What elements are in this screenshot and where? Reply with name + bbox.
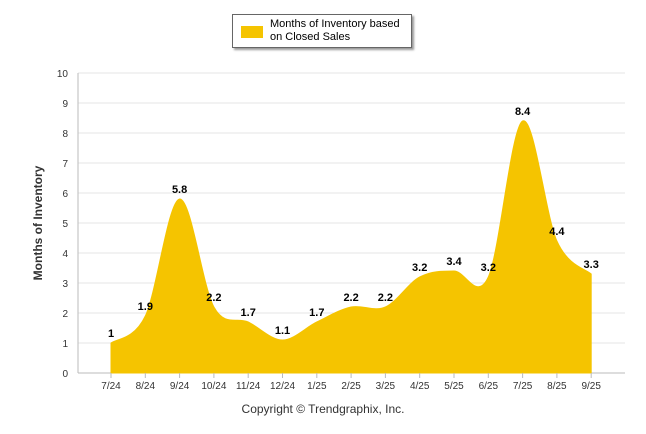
- data-label: 5.8: [172, 184, 187, 196]
- y-tick-label: 1: [62, 339, 68, 350]
- data-label: 1.1: [275, 325, 290, 337]
- copyright-text: Copyright © Trendgraphix, Inc.: [241, 402, 405, 416]
- y-tick-label: 9: [62, 99, 68, 110]
- x-tick-label: 9/24: [170, 381, 190, 392]
- x-tick-label: 6/25: [479, 381, 499, 392]
- data-label: 1: [108, 328, 114, 340]
- legend-label: Months of Inventory based on Closed Sale…: [270, 18, 400, 43]
- data-label: 3.3: [584, 259, 599, 271]
- data-labels: 1 1.9 5.8 2.2 1.7 1.1 1.7 2.2 2.2 3.2 3.4 3.2 8.4 4.4…: [108, 106, 599, 340]
- y-tick-label: 3: [62, 279, 68, 290]
- x-tick-label: 7/25: [513, 381, 533, 392]
- x-tick-label: 11/24: [236, 381, 261, 392]
- x-tick-label: 7/24: [101, 381, 121, 392]
- x-tick-label: 8/24: [136, 381, 156, 392]
- x-tick-label: 1/25: [307, 381, 327, 392]
- data-label: 2.2: [206, 292, 221, 304]
- data-label: 2.2: [378, 292, 393, 304]
- y-tick-label: 4: [62, 249, 68, 260]
- x-tick-label: 12/24: [270, 381, 295, 392]
- y-axis-ticks: 0 1 2 3 4 5 6 7 8 9 10: [57, 69, 69, 380]
- data-label: 1.7: [309, 307, 324, 319]
- x-tick-label: 9/25: [581, 381, 601, 392]
- y-axis-label: Months of Inventory: [31, 165, 45, 281]
- data-label: 8.4: [515, 106, 531, 118]
- data-label: 3.2: [481, 262, 496, 274]
- y-tick-label: 10: [57, 69, 69, 80]
- y-tick-label: 0: [62, 369, 68, 380]
- x-tick-label: 3/25: [376, 381, 396, 392]
- data-label: 3.2: [412, 262, 427, 274]
- x-tick-label: 10/24: [201, 381, 226, 392]
- x-axis-ticks: 7/24 8/24 9/24 10/24 11/24 12/24 1/25 2/25 3/25 4…: [101, 373, 601, 392]
- x-tick-label: 2/25: [341, 381, 361, 392]
- data-label: 1.7: [241, 307, 256, 319]
- y-tick-label: 2: [62, 309, 68, 320]
- x-tick-label: 5/25: [444, 381, 464, 392]
- legend-swatch: [241, 26, 263, 38]
- area-series: [110, 120, 592, 374]
- y-tick-label: 7: [62, 159, 68, 170]
- y-tick-label: 8: [62, 129, 68, 140]
- legend: Months of Inventory based on Closed Sale…: [232, 14, 412, 48]
- data-label: 3.4: [446, 256, 462, 268]
- data-label: 1.9: [138, 301, 153, 313]
- data-label: 4.4: [549, 226, 565, 238]
- y-tick-label: 5: [62, 219, 68, 230]
- y-tick-label: 6: [62, 189, 68, 200]
- x-tick-label: 4/25: [410, 381, 430, 392]
- x-tick-label: 8/25: [547, 381, 567, 392]
- area-fill: [110, 120, 592, 374]
- data-label: 2.2: [343, 292, 358, 304]
